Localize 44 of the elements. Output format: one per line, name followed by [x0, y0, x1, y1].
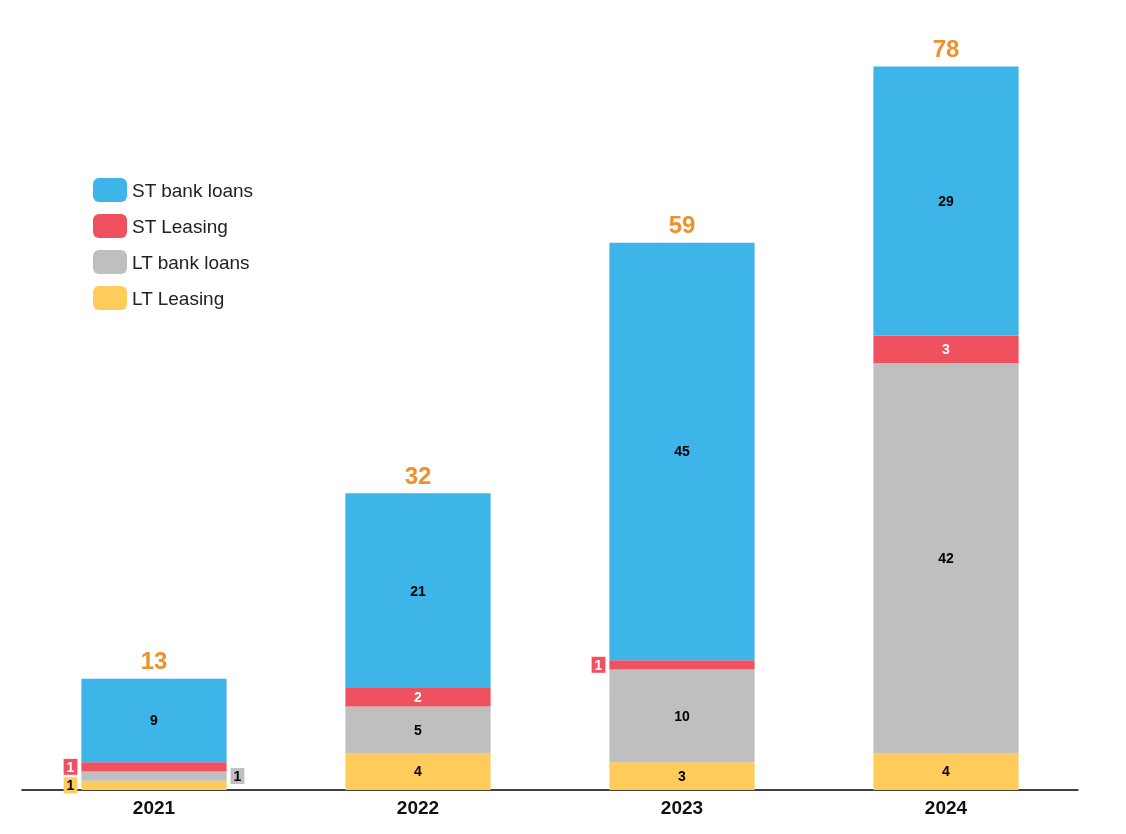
total-label: 32: [404, 461, 432, 489]
data-label: 45: [674, 443, 690, 460]
legend-label: ST bank loans: [132, 179, 254, 201]
bar: [81, 762, 227, 772]
data-label: 1: [233, 768, 242, 785]
total-label: 13: [140, 647, 168, 675]
legend-label: ST Leasing: [132, 215, 228, 237]
data-label: 21: [410, 582, 426, 599]
data-label: 3: [678, 768, 687, 785]
bar: [609, 669, 755, 763]
data-label: 4: [414, 763, 423, 780]
data-label: 42: [938, 550, 954, 567]
bar: [873, 752, 1019, 790]
data-label: 1: [66, 758, 75, 775]
bar: [81, 780, 227, 790]
total-label: 59: [668, 211, 696, 239]
x-tick-label: 2023: [660, 797, 704, 818]
bar: [345, 752, 491, 790]
bar: [345, 687, 491, 707]
bar: [873, 335, 1019, 364]
x-tick-label: 2022: [396, 797, 440, 818]
bar: [873, 66, 1019, 336]
data-label: 3: [942, 341, 951, 358]
data-label: 29: [938, 193, 954, 210]
x-tick-label: 2021: [132, 797, 176, 818]
total-label: 78: [932, 35, 960, 63]
bar: [345, 493, 491, 688]
bar: [609, 762, 755, 790]
data-label: 10: [674, 707, 690, 724]
bar: [609, 242, 755, 661]
bar: [873, 363, 1019, 753]
x-tick-label: 2024: [924, 797, 968, 818]
data-label: 9: [150, 712, 159, 729]
legend-label: LT bank loans: [132, 251, 250, 273]
bar: [81, 771, 227, 781]
bar: [609, 660, 755, 670]
data-label: 2: [414, 689, 423, 706]
data-label: 4: [942, 763, 951, 780]
bar: [81, 678, 227, 763]
data-label: 1: [66, 777, 75, 794]
data-label: 5: [414, 721, 423, 738]
bar: [345, 706, 491, 753]
data-label: 1: [594, 656, 603, 673]
legend-label: LT Leasing: [132, 287, 225, 309]
